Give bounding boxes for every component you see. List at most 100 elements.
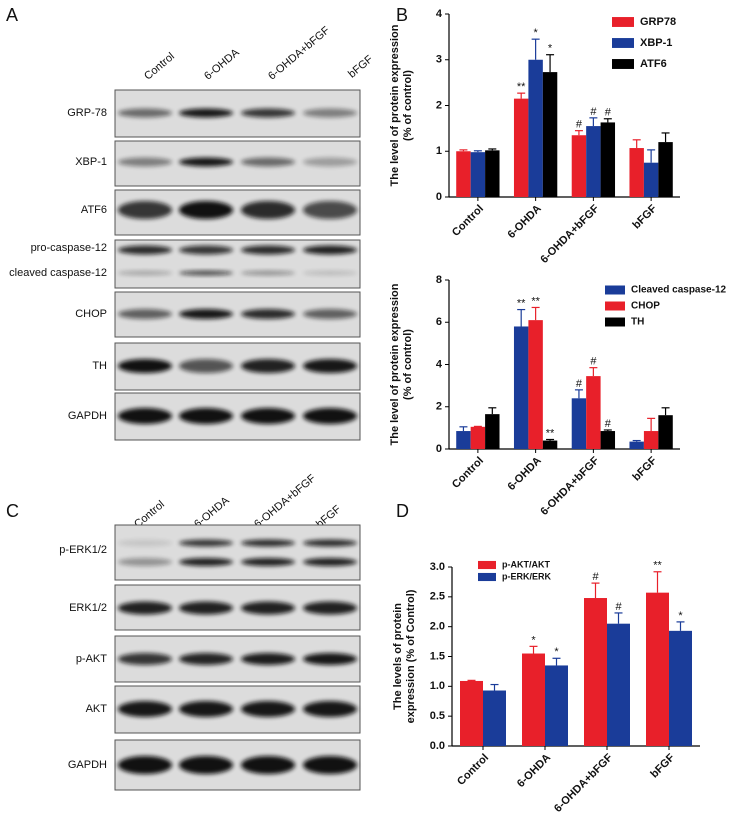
significance-label: * [533,27,538,39]
significance-label: ** [531,295,540,307]
blot-band [179,270,233,276]
blot-band [303,601,357,615]
blot-band [179,601,233,615]
y-tick-label: 1.0 [430,680,445,692]
blot-band [118,408,172,424]
bar [586,126,601,197]
y-tick-label: 3.0 [430,561,445,573]
blot-band [118,108,172,118]
blot-band [303,201,357,219]
bar [542,440,558,449]
blot-band [241,408,295,424]
blot-band [303,539,357,547]
blot-band [303,359,357,373]
blot-band [179,558,233,566]
y-tick-label: 4 [436,8,443,20]
legend-swatch [605,285,625,295]
y-axis-label: expression (% of Control) [405,589,417,723]
blot-row-label: ERK1/2 [69,602,107,614]
bar [528,59,543,197]
significance-label: ** [517,297,526,309]
blot-band [241,270,295,276]
blot-band [179,408,233,424]
blot-row-label: cleaved caspase-12 [9,267,107,279]
legend-swatch [612,59,634,69]
lane-label: 6-OHDA+bFGF [252,472,318,530]
blot-band [118,601,172,615]
y-tick-label: 8 [436,274,442,286]
blot-band [303,701,357,717]
blot-band [118,201,172,219]
lane-label: bFGF [346,53,375,80]
x-tick-label: bFGF [631,454,660,483]
blot-row-label: p-AKT [76,653,107,665]
blot-row-label: p-ERK1/2 [59,544,107,556]
blot-band [179,245,233,255]
y-axis-label: (% of control) [402,70,414,141]
y-tick-label: 2.5 [430,591,445,603]
blot-band [241,756,295,774]
bar [669,630,692,746]
bar [571,135,587,197]
legend-label: CHOP [631,301,660,312]
bar [584,598,607,746]
blot-band [118,756,172,774]
blot-band [303,558,357,566]
legend-label: p-AKT/AKT [502,559,550,569]
lane-label: Control [142,51,177,83]
y-axis-label: (% of control) [402,329,414,400]
x-tick-label: bFGF [648,751,677,780]
x-tick-label: 6-OHDA [505,203,543,241]
blot-band [179,653,233,665]
significance-label: # [592,571,599,583]
significance-label: * [678,610,683,622]
blot-band [241,701,295,717]
blot-band [179,539,233,547]
y-axis-label: The levels of protein [392,603,404,710]
x-tick-label: 6-OHDA [505,455,543,493]
blot-row-label: CHOP [75,308,107,320]
x-tick-label: bFGF [631,202,660,231]
blot-band [118,245,172,255]
bar [658,142,673,197]
x-tick-label: 6-OHDA+bFGF [538,454,601,517]
blot-band [241,157,295,167]
blot-band [303,756,357,774]
blot-band [241,309,295,319]
y-tick-label: 1 [436,145,442,157]
y-axis-label: The level of protein expression [389,24,401,186]
legend-swatch [612,38,634,48]
significance-label: # [605,418,612,430]
legend-label: ATF6 [640,58,667,70]
significance-label: * [548,43,553,55]
blot-row-label: TH [92,360,107,372]
y-tick-label: 0 [436,443,442,455]
blot-row-label: XBP-1 [75,156,107,168]
x-tick-label: 6-OHDA+bFGF [552,751,615,814]
significance-label: ** [653,560,662,572]
significance-label: # [590,106,597,118]
bar [658,415,673,449]
bar [522,653,545,746]
blot-box [114,524,361,581]
y-tick-label: 2.0 [430,621,445,633]
bar [643,162,659,197]
blot-band [118,270,172,276]
bar [485,414,500,449]
blot-band [179,701,233,717]
blot-band [303,408,357,424]
bar [456,431,471,449]
blot-row-label: pro-caspase-12 [31,242,107,254]
bar [646,592,669,746]
bar [483,690,506,746]
significance-label: * [554,646,559,658]
bar [545,665,568,746]
blot-band [179,359,233,373]
significance-label: # [590,356,597,368]
bar [470,152,486,197]
y-tick-label: 1.5 [430,650,445,662]
blot-band [118,653,172,665]
blot-band [303,108,357,118]
significance-label: # [576,378,583,390]
x-tick-label: 6-OHDA+bFGF [538,202,601,265]
